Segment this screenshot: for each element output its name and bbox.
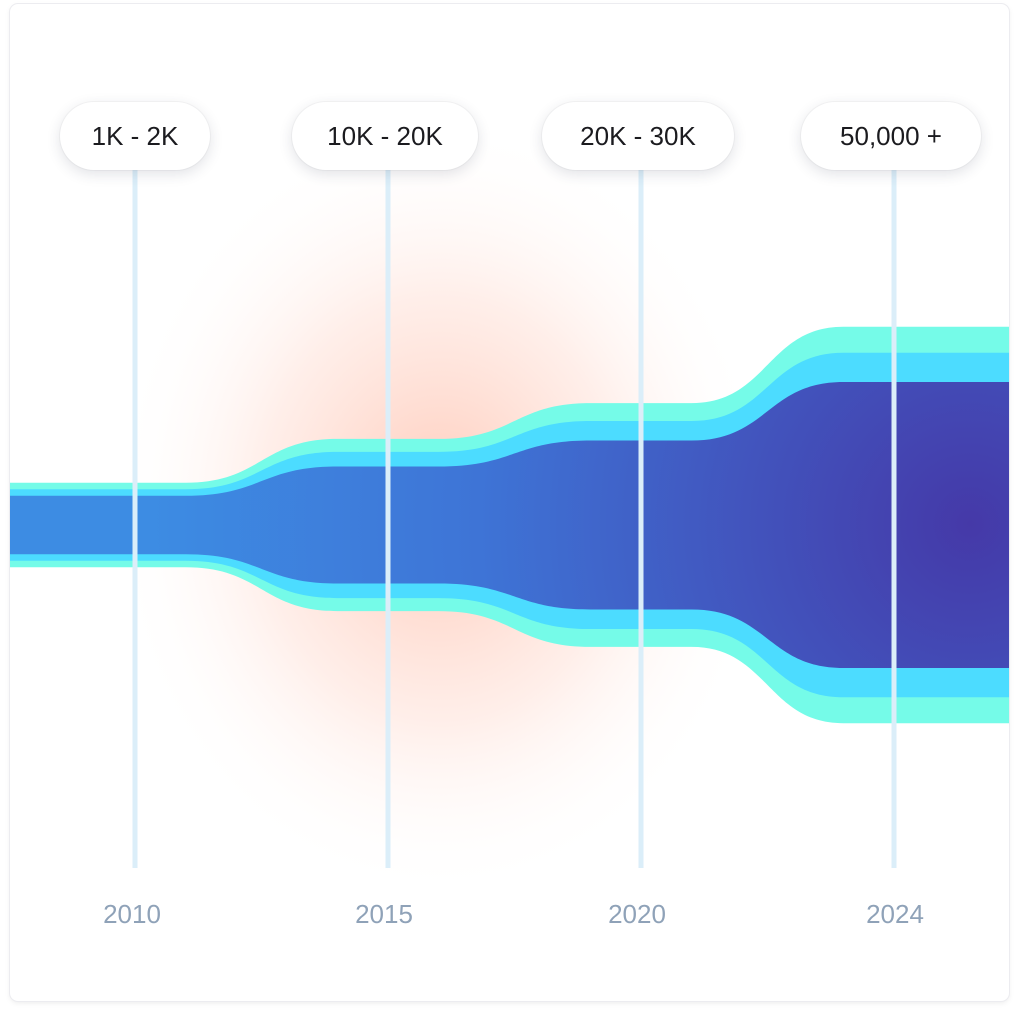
range-badge-2020: 20K - 30K xyxy=(542,102,734,170)
range-label-2010: 1K - 2K xyxy=(91,120,179,151)
range-badge-2010: 1K - 2K xyxy=(60,102,210,170)
range-badge-2024: 50,000 + xyxy=(801,102,981,170)
year-label-2020: 2020 xyxy=(608,899,666,929)
range-badge-2015: 10K - 20K xyxy=(292,102,478,170)
year-label-2024: 2024 xyxy=(866,899,924,929)
range-label-2015: 10K - 20K xyxy=(327,120,443,151)
year-label-2015: 2015 xyxy=(355,899,413,929)
chart-card: 1K - 2K 10K - 20K 20K - 30K 50,000 + 201… xyxy=(10,4,1009,1001)
range-label-2024: 50,000 + xyxy=(840,120,942,151)
range-label-2020: 20K - 30K xyxy=(580,120,696,151)
inner-band xyxy=(10,382,1009,668)
stream-chart xyxy=(10,119,1009,899)
year-label-2010: 2010 xyxy=(103,899,161,929)
